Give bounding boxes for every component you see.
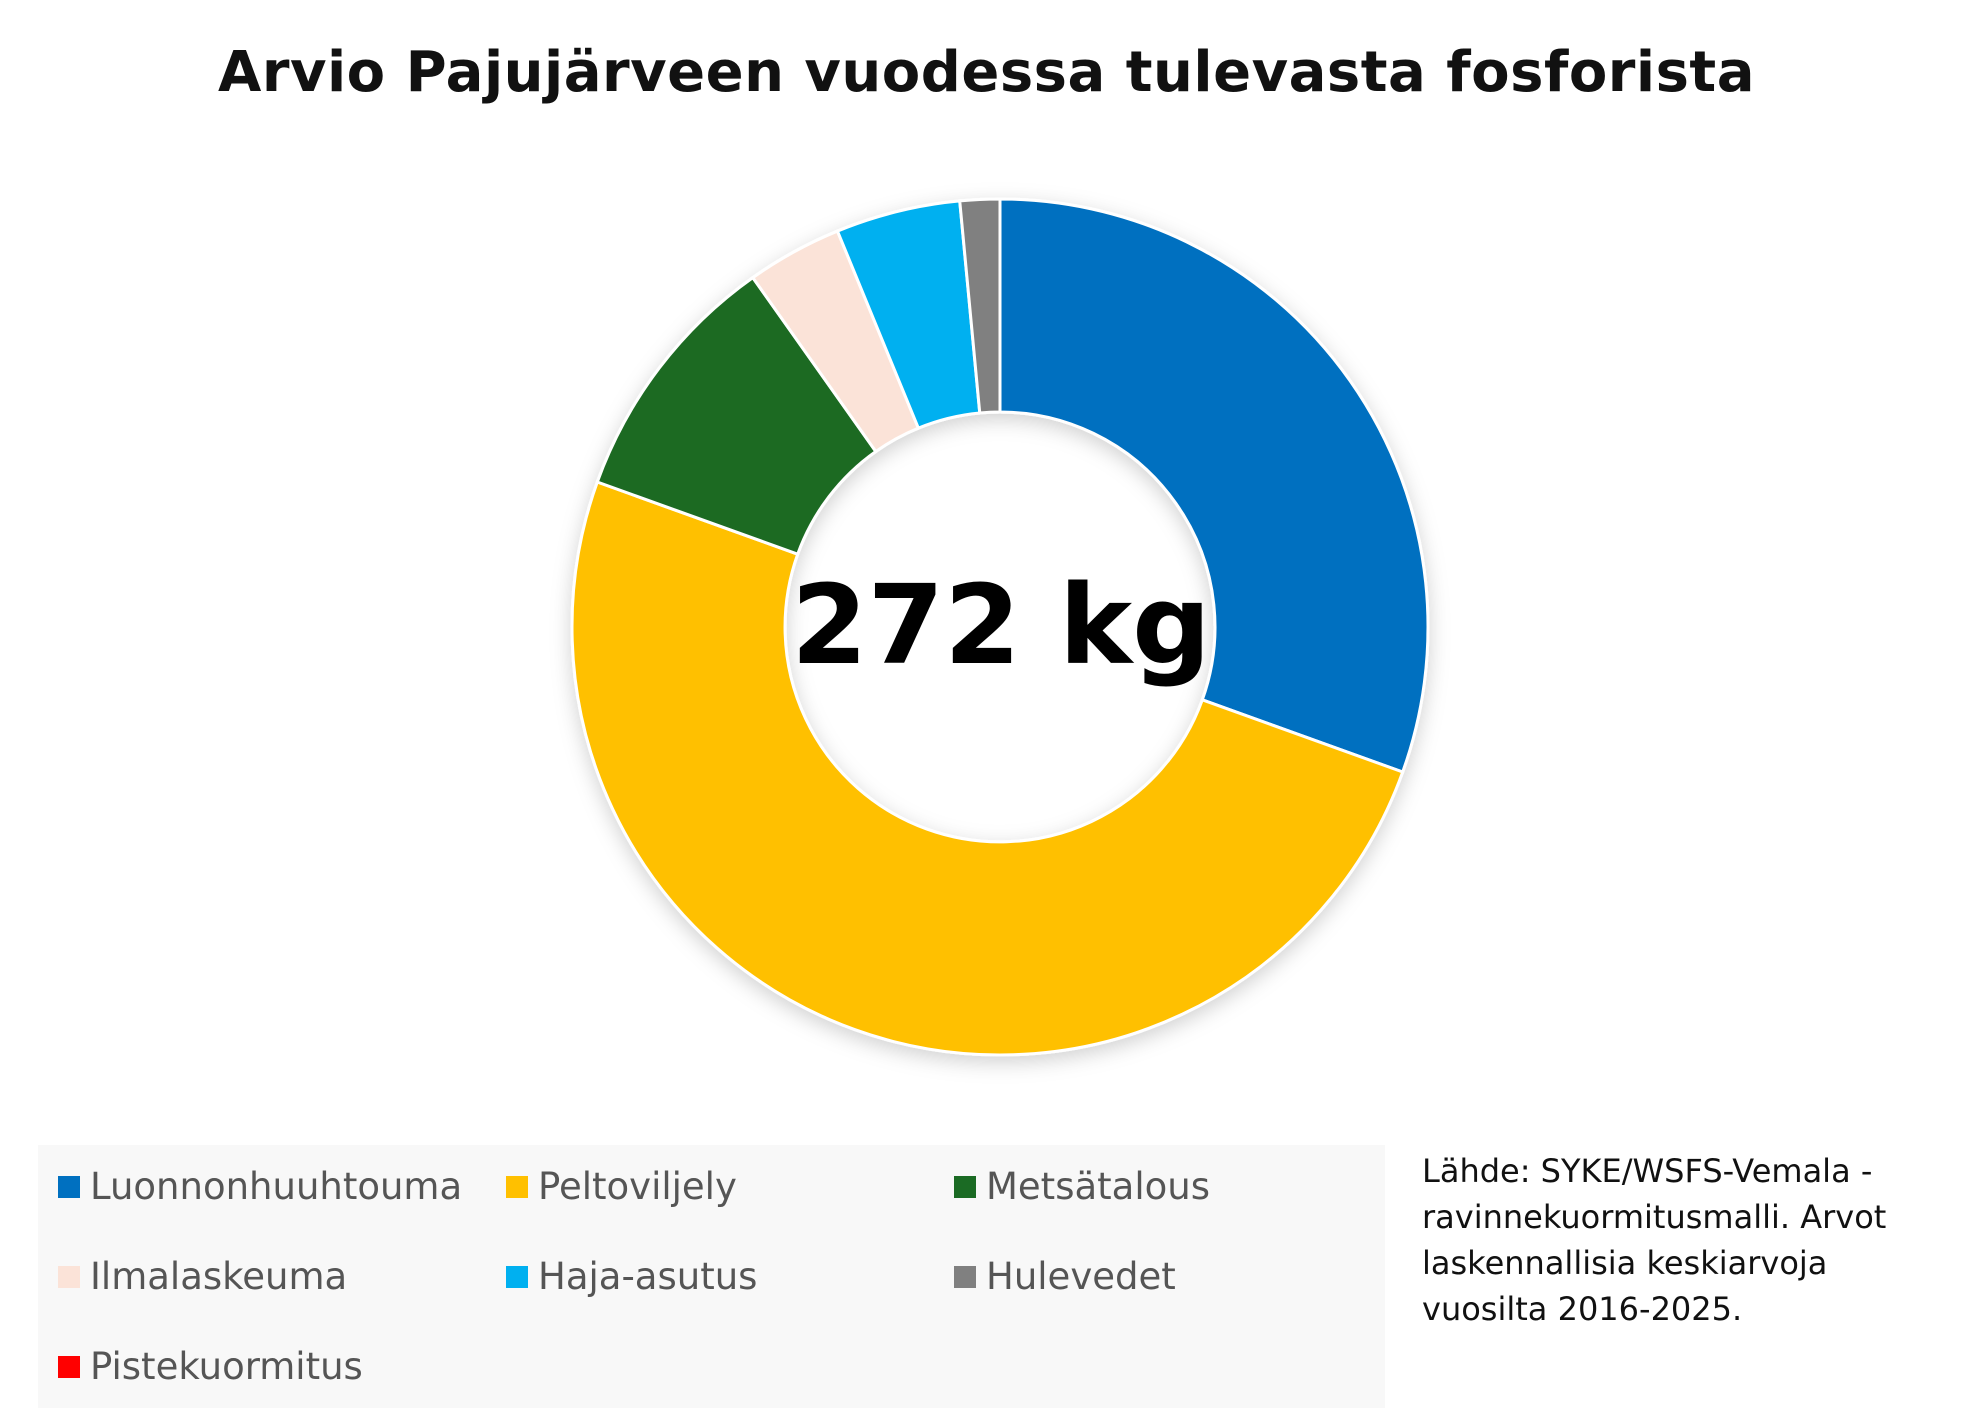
legend: Luonnonhuuhtouma Peltoviljely Metsätalou… <box>38 1145 1385 1408</box>
legend-swatch <box>58 1175 80 1198</box>
donut-slice-metsätalous <box>595 275 878 557</box>
legend-item-luonnonhuuhtouma: Luonnonhuuhtouma <box>58 1165 462 1208</box>
legend-item-ilmalaskeuma: Ilmalaskeuma <box>58 1255 347 1298</box>
legend-label: Pistekuormitus <box>90 1345 363 1388</box>
legend-item-metsatalous: Metsätalous <box>954 1165 1210 1208</box>
legend-item-peltoviljely: Peltoviljely <box>506 1165 737 1208</box>
donut-slice-peltoviljely <box>570 480 1405 1057</box>
legend-swatch <box>58 1265 80 1288</box>
legend-label: Hulevedet <box>986 1255 1176 1298</box>
chart-title: Arvio Pajujärveen vuodessa tulevasta fos… <box>217 40 1755 105</box>
total-label: 272 kg <box>791 561 1211 689</box>
legend-label: Luonnonhuuhtouma <box>90 1165 463 1208</box>
legend-item-pistekuormitus: Pistekuormitus <box>58 1345 363 1388</box>
legend-swatch <box>506 1265 528 1288</box>
donut-slice-hulevedet <box>958 197 1002 415</box>
donut-slice-luonnonhuuhtouma <box>998 197 1430 774</box>
legend-swatch <box>58 1355 80 1378</box>
legend-label: Peltoviljely <box>538 1165 737 1208</box>
legend-label: Ilmalaskeuma <box>90 1255 348 1298</box>
legend-item-hulevedet: Hulevedet <box>954 1255 1176 1298</box>
legend-label: Haja-asutus <box>538 1255 758 1298</box>
legend-label: Metsätalous <box>986 1165 1210 1208</box>
legend-swatch <box>954 1175 976 1198</box>
legend-swatch <box>506 1175 528 1198</box>
legend-item-haja-asutus: Haja-asutus <box>506 1255 757 1298</box>
donut-chart <box>570 197 1430 1057</box>
legend-swatch <box>954 1265 976 1288</box>
source-note: Lähde: SYKE/WSFS-Vemala -ravinnekuormitu… <box>1422 1152 1887 1328</box>
